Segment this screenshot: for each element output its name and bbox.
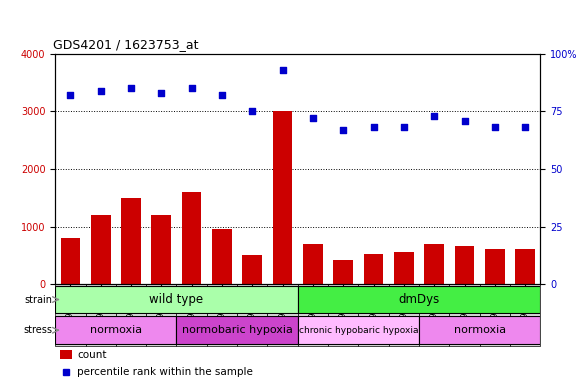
Text: stress: stress bbox=[23, 325, 52, 335]
Bar bbox=[394, 253, 414, 284]
Text: percentile rank within the sample: percentile rank within the sample bbox=[77, 366, 253, 377]
Text: count: count bbox=[77, 349, 106, 359]
Bar bbox=[237, 284, 267, 346]
Bar bbox=[333, 260, 353, 284]
Point bbox=[339, 127, 348, 133]
Bar bbox=[480, 284, 510, 346]
Point bbox=[369, 124, 378, 131]
Bar bbox=[298, 284, 328, 346]
Bar bbox=[303, 244, 323, 284]
Point bbox=[460, 118, 469, 124]
Bar bbox=[242, 255, 262, 284]
Bar bbox=[121, 198, 141, 284]
Point bbox=[521, 124, 530, 131]
Bar bbox=[212, 230, 232, 284]
Bar bbox=[55, 284, 85, 346]
Text: strain: strain bbox=[24, 295, 52, 305]
Point bbox=[157, 90, 166, 96]
Bar bbox=[116, 284, 146, 346]
Point bbox=[66, 92, 75, 98]
Bar bbox=[424, 244, 444, 284]
Bar bbox=[515, 249, 535, 284]
Bar bbox=[55, 316, 177, 344]
Point bbox=[429, 113, 439, 119]
Bar bbox=[146, 284, 177, 346]
Bar bbox=[60, 238, 80, 284]
Point bbox=[187, 85, 196, 91]
Bar bbox=[455, 246, 474, 284]
Point bbox=[248, 108, 257, 114]
Bar bbox=[85, 284, 116, 346]
Bar bbox=[60, 350, 72, 359]
Bar bbox=[182, 192, 202, 284]
Text: dmDys: dmDys bbox=[399, 293, 440, 306]
Bar bbox=[298, 286, 540, 313]
Bar bbox=[419, 284, 449, 346]
Bar bbox=[358, 284, 389, 346]
Bar bbox=[55, 286, 298, 313]
Bar bbox=[207, 284, 237, 346]
Point bbox=[490, 124, 500, 131]
Bar bbox=[267, 284, 298, 346]
Point bbox=[96, 88, 105, 94]
Text: normoxia: normoxia bbox=[454, 325, 505, 335]
Text: normoxia: normoxia bbox=[90, 325, 142, 335]
Bar bbox=[389, 284, 419, 346]
Point bbox=[278, 67, 287, 73]
Bar bbox=[177, 316, 297, 344]
Text: chronic hypobaric hypoxia: chronic hypobaric hypoxia bbox=[299, 326, 418, 335]
Point bbox=[399, 124, 408, 131]
Text: GDS4201 / 1623753_at: GDS4201 / 1623753_at bbox=[53, 38, 198, 51]
Point bbox=[217, 92, 227, 98]
Bar bbox=[152, 215, 171, 284]
Bar bbox=[328, 284, 358, 346]
Bar bbox=[510, 284, 540, 346]
Bar bbox=[449, 284, 480, 346]
Bar bbox=[419, 316, 540, 344]
Point bbox=[126, 85, 135, 91]
Bar bbox=[485, 249, 505, 284]
Point bbox=[309, 115, 318, 121]
Text: wild type: wild type bbox=[149, 293, 203, 306]
Bar bbox=[177, 284, 207, 346]
Bar bbox=[298, 316, 419, 344]
Bar bbox=[272, 111, 292, 284]
Text: normobaric hypoxia: normobaric hypoxia bbox=[182, 325, 293, 335]
Bar bbox=[364, 254, 383, 284]
Bar bbox=[91, 215, 110, 284]
